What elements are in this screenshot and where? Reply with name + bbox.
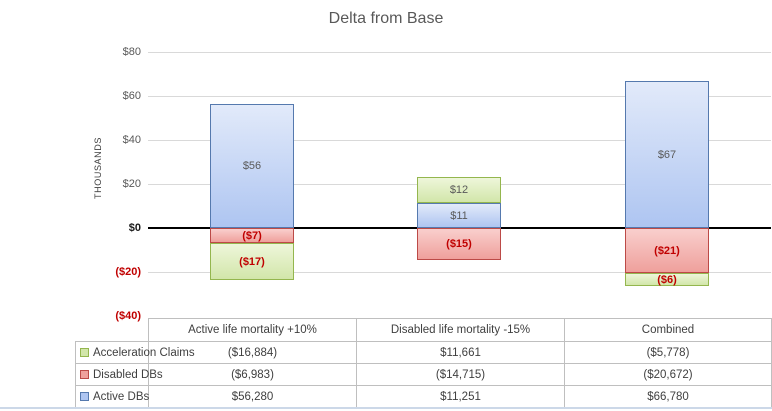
y-tick-label: ($40) bbox=[115, 310, 141, 322]
acceleration-claims-swatch-icon bbox=[80, 347, 89, 357]
y-tick-label: $40 bbox=[122, 134, 141, 146]
bar-data-label: $56 bbox=[242, 160, 262, 172]
table-cell: $56,280 bbox=[148, 385, 357, 408]
table-row: Acceleration Claims ($16,884) $11,661 ($… bbox=[75, 341, 772, 364]
bar-segment-disabled-dbs: ($21) bbox=[625, 228, 709, 273]
bar-segment-acceleration-claims: ($6) bbox=[625, 273, 709, 286]
table-row: Active DBs $56,280 $11,251 $66,780 bbox=[75, 385, 772, 408]
bar-segment-acceleration-claims: ($17) bbox=[210, 243, 294, 280]
plot-area: $56 ($7) ($17) $11 ($15) $12 $67 ($21) ($6) bbox=[148, 52, 771, 316]
bar-data-label: ($17) bbox=[239, 255, 265, 268]
table-cell: $11,251 bbox=[356, 385, 565, 408]
bar-data-label: $67 bbox=[657, 148, 677, 161]
gridline bbox=[148, 96, 771, 97]
legend-item-acceleration-claims: Acceleration Claims bbox=[75, 341, 195, 364]
y-tick-label: ($20) bbox=[115, 266, 141, 278]
bar-segment-active-dbs: $11 bbox=[417, 203, 501, 228]
gridline bbox=[148, 52, 771, 53]
gridline bbox=[148, 140, 771, 141]
legend-item-active-dbs: Active DBs bbox=[75, 385, 150, 408]
y-axis-title: THOUSANDS bbox=[93, 137, 103, 199]
window-bottom-edge bbox=[0, 407, 772, 409]
legend-item-disabled-dbs: Disabled DBs bbox=[75, 363, 163, 386]
table-cell: ($6,983) bbox=[148, 363, 357, 386]
bar-data-label: ($15) bbox=[446, 238, 472, 250]
disabled-dbs-swatch-icon bbox=[80, 369, 89, 379]
bar-data-label: ($7) bbox=[242, 229, 262, 242]
bar-data-label: $11 bbox=[450, 209, 468, 222]
bar-segment-disabled-dbs: ($15) bbox=[417, 228, 501, 260]
category-header: Active life mortality +10% bbox=[148, 318, 357, 342]
chart-title: Delta from Base bbox=[328, 10, 444, 27]
bar-data-label: $12 bbox=[449, 184, 469, 196]
y-tick-label: $20 bbox=[122, 178, 141, 190]
y-tick-label: $60 bbox=[122, 90, 141, 102]
table-cell: $11,661 bbox=[356, 341, 565, 364]
table-cell: ($20,672) bbox=[564, 363, 772, 386]
series-label: Disabled DBs bbox=[93, 368, 163, 381]
bar-data-label: ($6) bbox=[657, 273, 677, 286]
bar-segment-active-dbs: $56 bbox=[210, 104, 294, 228]
bar-segment-active-dbs: $67 bbox=[625, 81, 709, 228]
series-label: Active DBs bbox=[93, 390, 150, 403]
active-dbs-swatch-icon bbox=[80, 391, 89, 401]
series-label: Acceleration Claims bbox=[93, 346, 195, 359]
y-tick-label: $0 bbox=[128, 222, 141, 234]
bar-segment-disabled-dbs: ($7) bbox=[210, 228, 294, 243]
table-row: Disabled DBs ($6,983) ($14,715) ($20,672… bbox=[75, 363, 772, 386]
category-header: Combined bbox=[564, 318, 772, 342]
table-cell: ($14,715) bbox=[356, 363, 565, 386]
table-cell: $66,780 bbox=[564, 385, 772, 408]
table-header-row: Active life mortality +10% Disabled life… bbox=[76, 318, 772, 342]
bar-data-label: ($21) bbox=[654, 244, 680, 257]
table-cell: ($5,778) bbox=[564, 341, 772, 364]
gridline bbox=[148, 272, 771, 273]
bar-segment-acceleration-claims: $12 bbox=[417, 177, 501, 203]
chart-data-table: Active life mortality +10% Disabled life… bbox=[75, 318, 772, 408]
category-header: Disabled life mortality -15% bbox=[356, 318, 565, 342]
table-corner-cell bbox=[76, 319, 149, 342]
y-tick-label: $80 bbox=[122, 46, 141, 58]
